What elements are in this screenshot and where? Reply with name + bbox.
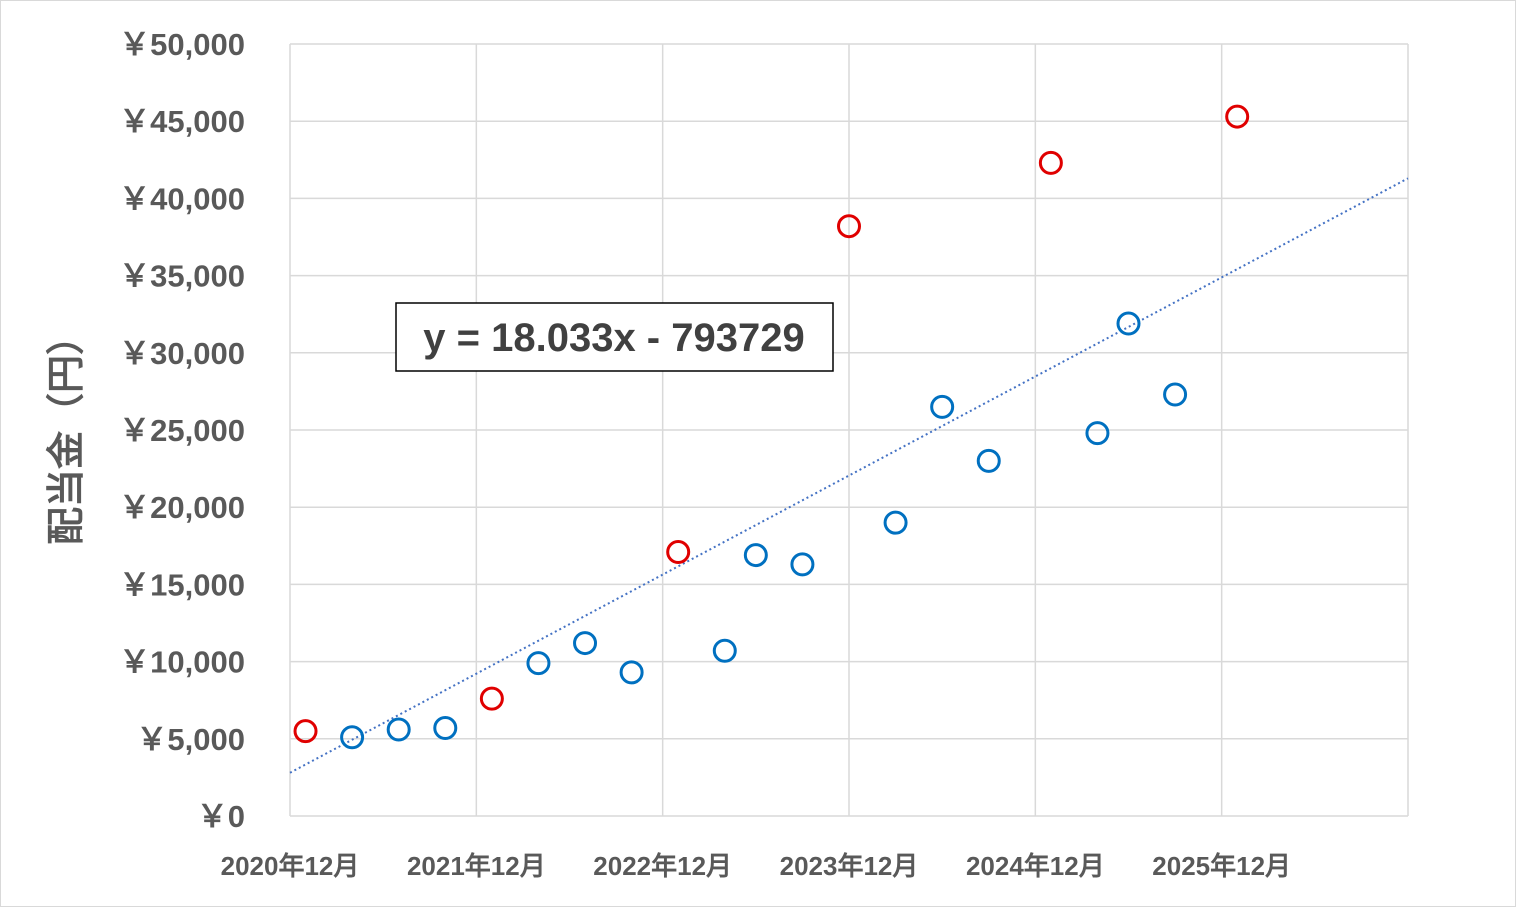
- x-tick-label: 2024年12月: [966, 851, 1105, 881]
- data-point: [930, 394, 955, 419]
- data-point-december: [293, 719, 318, 744]
- trendline-equation: y = 18.033x - 793729: [423, 316, 804, 360]
- y-tick-label: ￥5,000: [136, 722, 245, 757]
- y-tick-label: ￥30,000: [119, 336, 245, 371]
- y-tick-label: ￥25,000: [119, 413, 245, 448]
- y-axis-label: 配当金（円）: [45, 317, 88, 545]
- y-axis-ticks: ￥0 ￥5,000 ￥10,000 ￥15,000 ￥20,000 ￥25,000 ￥30,…: [119, 27, 245, 834]
- data-point-december: [837, 214, 861, 239]
- data-point-december: [479, 686, 504, 711]
- data-point: [976, 448, 1001, 473]
- data-point: [433, 715, 458, 740]
- equation-border: [395, 302, 834, 372]
- data-point: [573, 631, 598, 656]
- data-point: [1116, 311, 1141, 336]
- x-tick-label: 2021年12月: [407, 851, 546, 881]
- y-tick-label: ￥15,000: [119, 567, 245, 602]
- data-point-december: [666, 539, 691, 564]
- data-point: [526, 651, 551, 676]
- data-point: [340, 725, 365, 750]
- data-point: [790, 552, 815, 577]
- data-point: [386, 717, 411, 742]
- data-points: [293, 104, 1250, 750]
- y-tick-label: ￥10,000: [119, 645, 245, 680]
- y-tick-label: ￥0: [197, 799, 245, 834]
- trendline-equation-box: y = 18.033x - 793729: [395, 302, 834, 372]
- data-point: [883, 510, 908, 535]
- x-tick-label: 2020年12月: [221, 851, 360, 881]
- x-tick-label: 2022年12月: [593, 851, 732, 881]
- data-point: [743, 543, 768, 568]
- y-tick-label: ￥50,000: [119, 27, 245, 62]
- data-point: [1085, 421, 1110, 446]
- x-tick-label: 2025年12月: [1152, 851, 1291, 881]
- gridlines: [289, 43, 1409, 817]
- data-point: [1163, 382, 1188, 407]
- data-point-december: [1038, 150, 1063, 175]
- x-axis-ticks: 2020年12月 2021年12月 2022年12月 2023年12月 2024年12月…: [221, 851, 1291, 881]
- y-tick-label: ￥35,000: [119, 259, 245, 294]
- x-tick-label: 2023年12月: [780, 851, 919, 881]
- data-point: [619, 660, 644, 685]
- data-point-december: [1225, 104, 1250, 129]
- trendline: [289, 177, 1409, 774]
- y-tick-label: ￥45,000: [119, 104, 245, 139]
- y-tick-label: ￥20,000: [119, 490, 245, 525]
- y-tick-label: ￥40,000: [119, 181, 245, 216]
- data-point: [712, 638, 737, 663]
